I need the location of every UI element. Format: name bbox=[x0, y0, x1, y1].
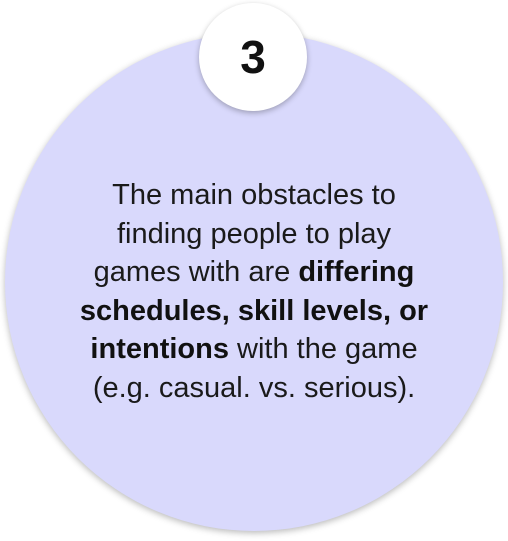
text-segment: The main obstacles to bbox=[112, 179, 396, 211]
step-card-circle bbox=[5, 33, 503, 531]
step-description: The main obstacles to finding people to … bbox=[54, 176, 454, 407]
text-line-6: (e.g. casual. vs. serious). bbox=[54, 369, 454, 408]
text-line-3: games with are differing bbox=[54, 253, 454, 292]
step-number: 3 bbox=[240, 31, 266, 83]
step-number-badge: 3 bbox=[199, 3, 307, 111]
text-line-2: finding people to play bbox=[54, 215, 454, 254]
text-line-4: schedules, skill levels, or bbox=[54, 292, 454, 331]
text-line-1: The main obstacles to bbox=[54, 176, 454, 215]
text-segment: with the game bbox=[228, 333, 418, 365]
text-segment-bold: intentions bbox=[90, 333, 229, 365]
text-segment: finding people to play bbox=[116, 217, 392, 250]
text-line-5: intentions with the game bbox=[54, 330, 454, 369]
text-segment-bold: schedules, skill levels, or bbox=[79, 294, 429, 327]
text-segment-bold: differing bbox=[298, 256, 415, 288]
text-segment: (e.g. casual. vs. serious). bbox=[92, 371, 416, 404]
text-segment: games with are bbox=[93, 256, 299, 288]
